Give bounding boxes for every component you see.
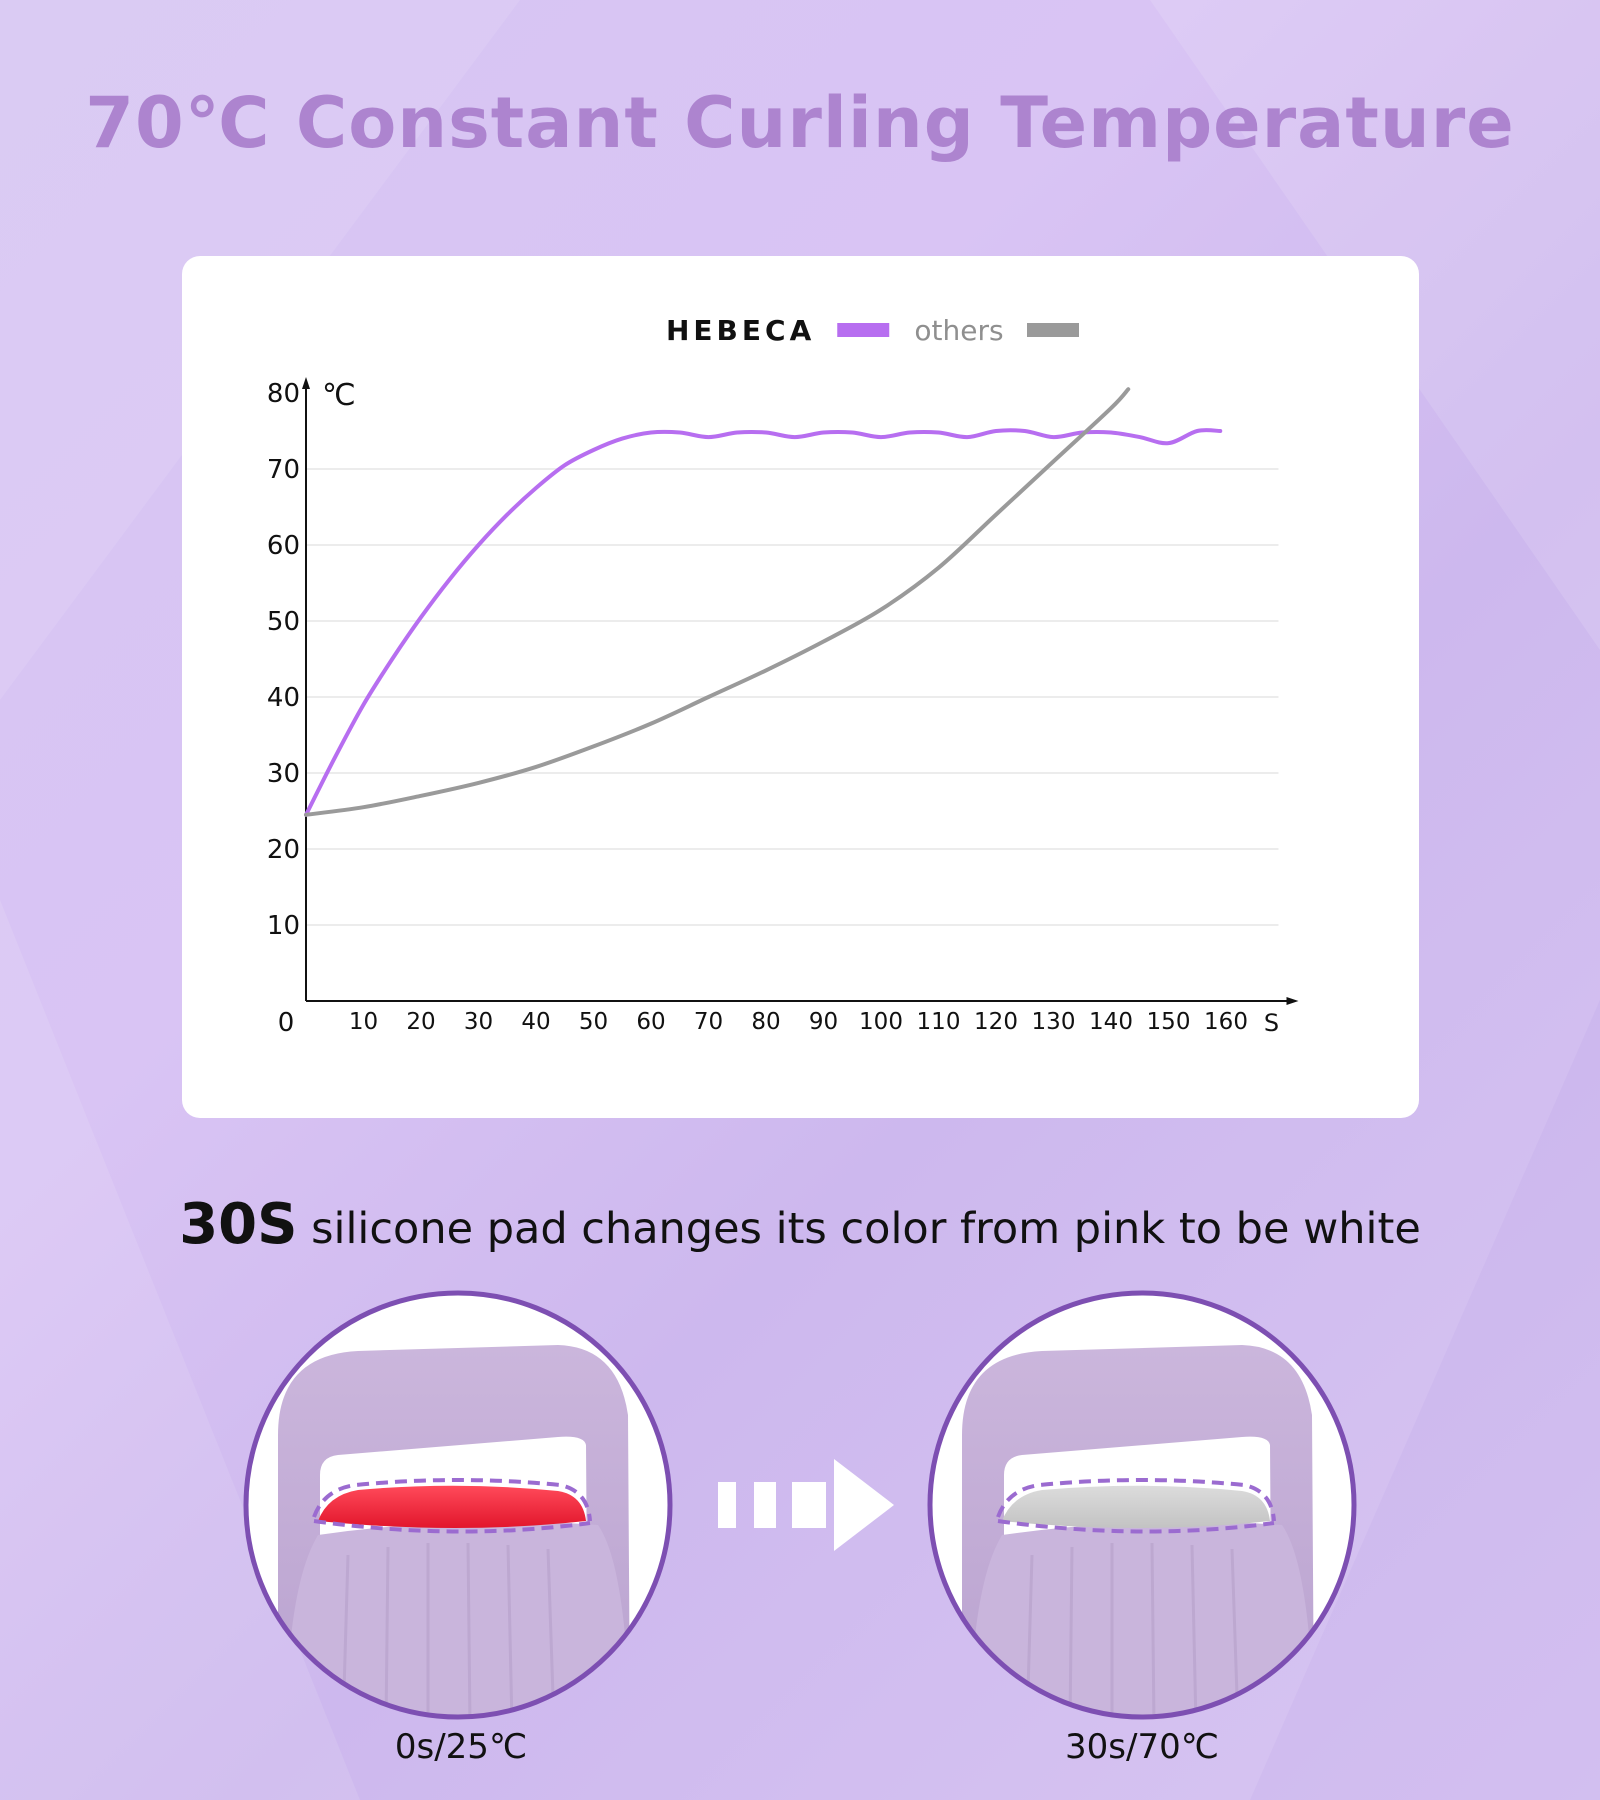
x-tick-label: 40 <box>521 1009 550 1035</box>
x-tick-label: 110 <box>917 1009 961 1035</box>
x-tick-label: 20 <box>406 1009 435 1035</box>
x-tick-label: 160 <box>1204 1009 1248 1035</box>
x-tick-label: 150 <box>1147 1009 1191 1035</box>
origin-label: 0 <box>278 1008 295 1038</box>
x-tick-label: 60 <box>636 1009 665 1035</box>
x-tick-label: 90 <box>809 1009 838 1035</box>
page-title: 70℃ Constant Curling Temperature <box>85 82 1515 164</box>
subtitle: 30S silicone pad changes its color from … <box>0 1192 1600 1257</box>
product-after-photo <box>927 1290 1357 1720</box>
y-tick-label: 10 <box>267 911 300 941</box>
x-tick-label: 140 <box>1089 1009 1133 1035</box>
x-tick-label: 100 <box>859 1009 903 1035</box>
y-tick-label: 50 <box>267 607 300 637</box>
product-before-photo <box>243 1290 673 1720</box>
y-axis-arrow <box>302 377 310 389</box>
y-tick-label: 80 <box>267 379 300 409</box>
x-tick-label: 30 <box>464 1009 493 1035</box>
y-tick-label: 70 <box>267 455 300 485</box>
x-tick-label: 50 <box>579 1009 608 1035</box>
legend-swatch-others <box>1027 323 1079 337</box>
caption-after: 30s/70℃ <box>1065 1727 1219 1767</box>
temperature-chart: HEBECA others 10 20 30 40 50 60 70 80 10 20 30 40 50 6… <box>267 314 1299 1038</box>
series-line-others <box>304 387 1131 817</box>
y-tick-label: 40 <box>267 683 300 713</box>
caption-before: 0s/25℃ <box>394 1727 528 1767</box>
x-axis-label: S <box>1264 1009 1279 1037</box>
x-tick-label: 80 <box>751 1009 780 1035</box>
chart-legend: HEBECA others <box>666 314 1079 347</box>
legend-label-others: others <box>914 314 1003 347</box>
x-tick-label: 120 <box>974 1009 1018 1035</box>
chart-card: HEBECA others 10 20 30 40 50 60 70 80 10 20 30 40 50 6… <box>182 256 1419 1118</box>
transition-arrow-icon <box>718 1459 894 1551</box>
chart-series <box>304 387 1223 817</box>
y-axis-label: ℃ <box>322 378 356 413</box>
subtitle-highlight: 30S <box>179 1192 298 1257</box>
chart-axes <box>302 377 1299 1005</box>
legend-label-hebeca: HEBECA <box>666 314 815 347</box>
y-tick-label: 20 <box>267 835 300 865</box>
x-tick-label: 10 <box>349 1009 378 1035</box>
y-tick-label: 60 <box>267 531 300 561</box>
x-tick-label: 130 <box>1032 1009 1076 1035</box>
legend-swatch-hebeca <box>837 323 890 337</box>
x-tick-label: 70 <box>694 1009 723 1035</box>
x-axis-arrow <box>1286 997 1299 1005</box>
series-line-hebeca <box>304 428 1223 817</box>
y-tick-label: 30 <box>267 759 300 789</box>
subtitle-text: silicone pad changes its color from pink… <box>297 1204 1421 1254</box>
chart-grid <box>306 468 1279 926</box>
chart-tick-labels: 10 20 30 40 50 60 70 80 10 20 30 40 50 60 70 80 90 100 110… <box>267 378 1279 1038</box>
